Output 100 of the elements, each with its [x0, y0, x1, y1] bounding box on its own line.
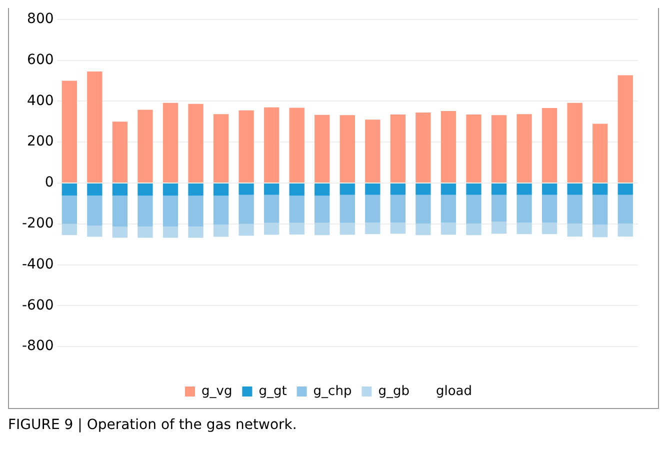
bar	[188, 184, 204, 196]
bar	[542, 184, 558, 195]
bar	[542, 222, 558, 234]
y-tick-label: 0	[44, 174, 54, 191]
bar	[162, 184, 178, 196]
y-tick-label: -600	[22, 297, 54, 314]
bar	[491, 184, 507, 195]
bar	[390, 222, 406, 234]
bar	[213, 224, 229, 237]
bar	[618, 194, 633, 224]
bar	[592, 184, 608, 195]
bar	[188, 196, 204, 227]
bar	[440, 222, 456, 235]
y-tick-label: 600	[27, 52, 54, 68]
bar	[516, 114, 532, 182]
bar	[314, 114, 330, 182]
legend-label: g_vg	[202, 384, 232, 399]
bar	[592, 124, 608, 182]
bar	[416, 194, 431, 224]
bar	[112, 122, 128, 182]
bar	[416, 112, 431, 182]
bar	[314, 222, 330, 236]
y-tick-label: 400	[27, 92, 54, 109]
bar	[440, 111, 456, 182]
bar	[62, 184, 77, 196]
bar	[340, 184, 355, 195]
bar	[491, 115, 507, 182]
bar	[542, 194, 558, 222]
y-tick-label: -400	[22, 256, 54, 272]
bar	[567, 102, 582, 182]
bar	[138, 110, 153, 182]
y-tick-label: -800	[22, 338, 54, 354]
bar	[314, 196, 330, 223]
legend-label: g_chp	[313, 384, 352, 399]
bar	[162, 226, 178, 238]
bar	[440, 184, 456, 195]
bar	[162, 102, 178, 182]
bar	[188, 104, 204, 182]
y-tick-label: 200	[27, 134, 54, 150]
bar	[62, 196, 77, 224]
bar	[365, 184, 380, 195]
bar	[112, 196, 128, 227]
bar	[592, 224, 608, 238]
y-tick-label: 800	[27, 11, 54, 28]
bar	[162, 196, 178, 227]
bar	[289, 222, 304, 235]
bar	[516, 184, 532, 195]
bar	[618, 223, 633, 237]
bar	[138, 196, 153, 227]
bar	[238, 184, 254, 195]
bar	[188, 226, 204, 238]
bar	[62, 224, 77, 236]
bar	[390, 184, 406, 195]
bar	[416, 184, 431, 195]
bar	[87, 196, 102, 226]
bar	[567, 223, 582, 237]
bar	[440, 194, 456, 222]
bar	[289, 184, 304, 196]
bar	[390, 194, 406, 222]
bar	[138, 184, 153, 196]
bar	[516, 194, 532, 222]
text: gload	[436, 384, 472, 399]
bar	[365, 222, 380, 234]
bar	[567, 184, 582, 195]
bar	[466, 114, 482, 182]
bar	[340, 115, 355, 182]
bar	[340, 222, 355, 235]
bar	[390, 114, 406, 182]
bar	[112, 184, 128, 196]
bar	[516, 222, 532, 234]
bar	[567, 194, 582, 224]
legend-label: g_gb	[378, 384, 410, 399]
caption: FIGURE 9 | Operation of the gas network.	[8, 417, 298, 433]
bar	[466, 184, 482, 195]
bar	[238, 224, 254, 236]
bar	[62, 80, 77, 182]
bar	[87, 72, 102, 182]
bar	[264, 194, 280, 223]
bar	[238, 110, 254, 182]
bar	[87, 184, 102, 196]
bar	[466, 223, 482, 236]
legend-label: g_gt	[258, 384, 287, 399]
bar	[542, 108, 558, 182]
bar	[264, 184, 280, 195]
bar	[289, 108, 304, 182]
bar	[466, 194, 482, 224]
bar	[340, 194, 355, 223]
bar	[87, 226, 102, 237]
bar	[112, 226, 128, 238]
bar	[213, 184, 229, 196]
bar	[264, 222, 280, 235]
bar	[238, 194, 254, 224]
bar	[138, 226, 153, 238]
bar	[491, 221, 507, 234]
bar	[213, 196, 229, 225]
bar	[264, 107, 280, 182]
bar	[618, 184, 633, 195]
y-tick-label: -200	[22, 216, 54, 232]
bar	[618, 75, 633, 182]
bar	[491, 194, 507, 222]
